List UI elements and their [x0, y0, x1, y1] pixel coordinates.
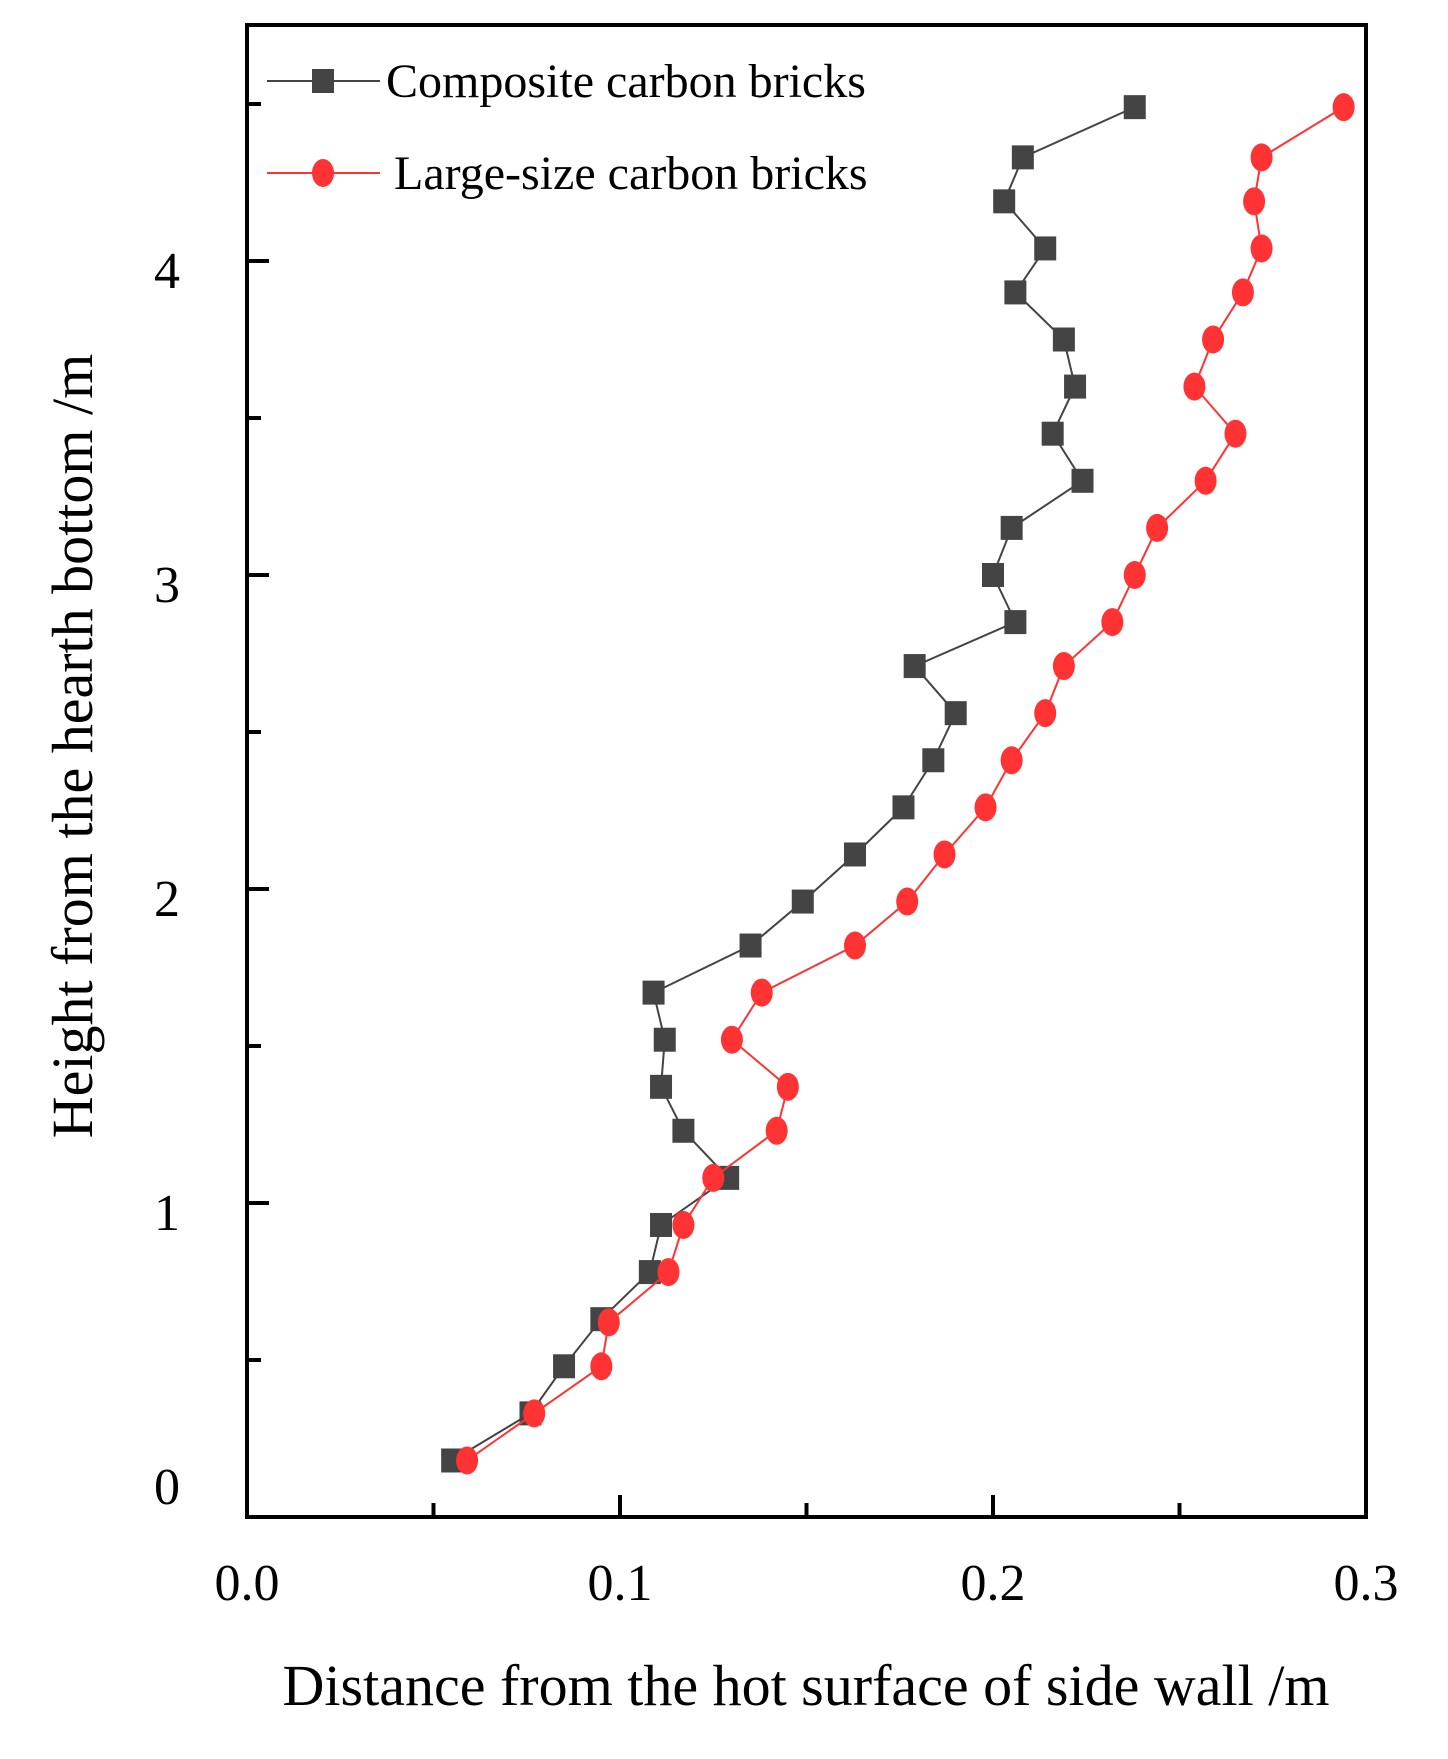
square-marker — [1123, 95, 1146, 120]
y-tick-label: 4 — [154, 243, 180, 300]
circle-marker — [1052, 652, 1075, 681]
series-2 — [456, 93, 1355, 1475]
x-tick-label: 0.1 — [588, 1555, 653, 1612]
x-tick-label: 0.0 — [215, 1555, 280, 1612]
circle-marker — [1194, 466, 1217, 495]
square-marker — [312, 69, 334, 93]
square-marker — [1052, 327, 1075, 352]
circle-marker — [765, 1116, 788, 1145]
y-axis-label: Height from the hearth bottom /m — [40, 354, 105, 1138]
square-marker — [982, 563, 1004, 587]
circle-marker — [590, 1352, 613, 1381]
square-marker — [739, 933, 762, 958]
circle-marker — [720, 1025, 743, 1054]
square-marker — [944, 701, 967, 726]
circle-marker — [974, 793, 997, 822]
circle-marker — [702, 1163, 725, 1192]
circle-marker — [776, 1072, 799, 1101]
square-marker — [672, 1118, 695, 1143]
square-marker — [1034, 236, 1057, 261]
square-marker — [1041, 421, 1064, 446]
square-marker — [993, 189, 1016, 214]
circle-marker — [1101, 608, 1124, 637]
y-tick-label: 0 — [154, 1459, 180, 1516]
x-tick-label: 0.3 — [1334, 1555, 1399, 1612]
circle-marker — [1243, 187, 1266, 216]
y-tick-label: 1 — [154, 1185, 180, 1242]
square-marker — [1004, 280, 1027, 305]
y-tick-label: 2 — [154, 871, 180, 928]
square-marker — [642, 980, 665, 1005]
series-line — [451, 106, 1136, 1462]
legend-label: Composite carbon bricks — [386, 55, 866, 108]
square-marker — [650, 1074, 673, 1099]
square-marker — [1011, 145, 1034, 170]
circle-marker — [1202, 325, 1225, 354]
circle-marker — [1000, 746, 1023, 775]
circle-marker — [1146, 513, 1169, 542]
square-marker — [922, 748, 945, 773]
square-marker — [1071, 468, 1094, 493]
square-marker — [892, 795, 915, 820]
plot-frame — [245, 23, 1368, 1519]
square-marker — [843, 842, 866, 867]
circle-marker — [1224, 419, 1247, 448]
circle-marker — [896, 887, 919, 916]
circle-marker — [1183, 372, 1206, 401]
y-tick-label: 3 — [154, 557, 180, 614]
legend: Composite carbon bricks Large-size carbon… — [267, 55, 868, 200]
x-axis-label: Distance from the hot surface of side wa… — [283, 1653, 1330, 1718]
square-marker — [1064, 374, 1087, 399]
circle-marker — [312, 159, 334, 187]
square-marker — [791, 889, 814, 914]
square-marker — [553, 1354, 576, 1379]
square-marker — [1004, 610, 1027, 635]
circle-marker — [597, 1308, 620, 1337]
circle-marker — [456, 1446, 479, 1475]
square-marker — [638, 1260, 661, 1285]
circle-marker — [1231, 278, 1254, 307]
series-1 — [441, 95, 1146, 1473]
square-marker — [650, 1212, 673, 1237]
circle-marker — [933, 840, 956, 869]
circle-marker — [843, 931, 866, 960]
x-tick-label: 0.2 — [961, 1555, 1026, 1612]
series-line — [466, 106, 1345, 1462]
circle-marker — [1332, 93, 1355, 122]
circle-marker — [523, 1399, 546, 1428]
circle-marker — [1034, 699, 1057, 728]
circle-marker — [657, 1258, 680, 1287]
circle-marker — [1250, 234, 1273, 263]
square-marker — [903, 654, 926, 679]
circle-marker — [750, 978, 773, 1007]
legend-label: Large-size carbon bricks — [394, 147, 868, 200]
square-marker — [653, 1027, 676, 1052]
circle-marker — [1123, 561, 1146, 589]
square-marker — [1000, 515, 1023, 540]
circle-marker — [1250, 143, 1273, 172]
circle-marker — [672, 1210, 695, 1239]
